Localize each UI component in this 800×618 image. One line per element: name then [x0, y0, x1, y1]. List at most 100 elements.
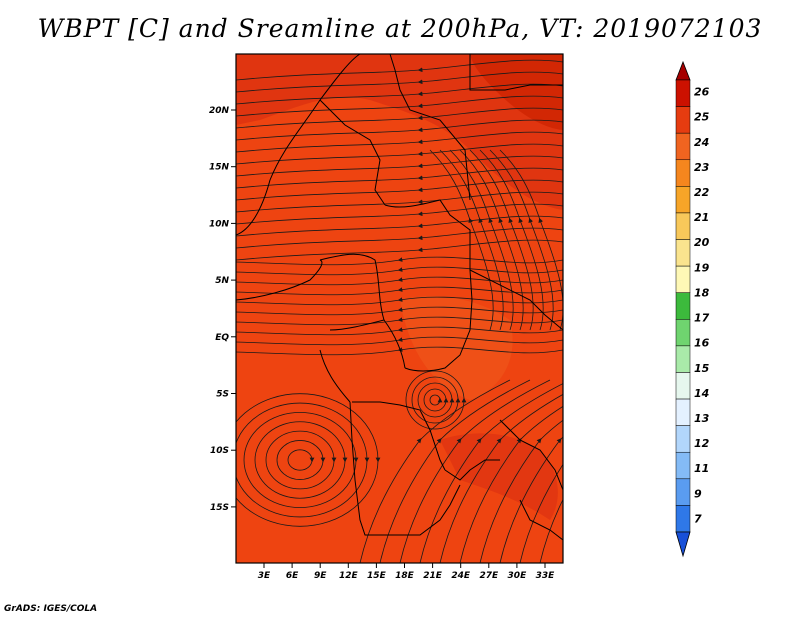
streamline	[236, 71, 563, 93]
streamline	[243, 412, 359, 508]
lat-label: 10S	[210, 446, 229, 456]
colorbar-label: 15	[694, 362, 710, 375]
streamline	[265, 430, 337, 490]
streamline	[519, 463, 563, 563]
colorbar-label: 12	[694, 437, 710, 450]
colorbar-box	[675, 79, 691, 107]
software-credit: GrADS: IGES/COLA	[4, 604, 98, 614]
streamline	[489, 149, 554, 331]
longitude-axis: 3E 6E 9E 12E 15E 18E 21E 24E 27E 30E 33E	[258, 563, 555, 581]
lat-label: 5N	[215, 276, 229, 286]
lon-label: 33E	[536, 571, 556, 581]
streamline	[276, 440, 326, 480]
colorbar-bottom-triangle	[675, 531, 691, 558]
streamline	[254, 421, 348, 499]
streamline	[359, 379, 511, 563]
streamline	[539, 498, 563, 563]
colorbar-box	[675, 159, 691, 187]
streamline	[236, 402, 370, 518]
colorbar-box	[675, 106, 691, 134]
streamline	[469, 149, 534, 331]
lon-label: 3E	[258, 571, 271, 581]
streamline	[236, 215, 563, 237]
colorbar-box	[675, 372, 691, 400]
streamline	[236, 167, 563, 189]
streamline	[236, 107, 563, 129]
streamline	[236, 266, 563, 276]
colorbar-label: 16	[694, 337, 710, 350]
colorbar-label: 18	[694, 286, 710, 299]
streamline	[236, 83, 563, 105]
streamline	[236, 131, 563, 153]
streamline	[423, 388, 449, 412]
colorbar-label: 22	[694, 186, 710, 199]
colorbar-box	[675, 505, 691, 533]
streamline	[411, 376, 461, 424]
colorbar-label: 7	[694, 512, 702, 525]
colorbar-box	[675, 398, 691, 426]
streamline	[236, 143, 563, 165]
lon-label: 6E	[286, 571, 299, 581]
lon-label: 21E	[423, 571, 443, 581]
colorbar-box	[675, 212, 691, 240]
streamline	[236, 336, 563, 346]
streamlines	[236, 59, 563, 563]
lon-label: 30E	[508, 571, 528, 581]
country-borders	[236, 54, 563, 541]
streamline	[399, 379, 551, 563]
streamline	[417, 382, 455, 418]
streamline	[439, 149, 504, 331]
warm-patch-north	[236, 54, 563, 210]
streamline	[236, 179, 563, 201]
colorbar-label: 19	[694, 261, 710, 274]
lat-label: 20N	[209, 106, 230, 116]
colorbar-label: 21	[694, 211, 709, 224]
streamline	[236, 393, 381, 527]
streamline	[236, 316, 563, 326]
colorbar-label: 24	[694, 136, 709, 149]
colorbar-top-triangle	[675, 60, 691, 81]
colorbar-box	[675, 345, 691, 373]
colorbar-box	[675, 132, 691, 161]
lon-label: 15E	[367, 571, 387, 581]
lon-label: 18E	[395, 571, 415, 581]
colorbar-label: 11	[694, 462, 709, 475]
colorbar-box	[675, 319, 691, 347]
streamline	[379, 379, 531, 563]
lat-label: 15S	[210, 503, 229, 513]
streamline	[479, 419, 563, 563]
lon-label: 12E	[339, 571, 359, 581]
streamline	[236, 227, 563, 249]
streamline	[405, 370, 467, 430]
streamline	[429, 149, 494, 331]
streamline	[479, 149, 544, 331]
colorbar-label: 25	[694, 111, 710, 124]
lat-label: 15N	[209, 163, 230, 173]
lon-label: 24E	[451, 571, 471, 581]
streamline	[236, 276, 563, 286]
hot-patch-northeast	[470, 54, 563, 130]
colorbar-box	[675, 451, 691, 480]
colorbar-label: 20	[694, 236, 710, 249]
chart-title: WBPT [C] and Sreamline at 200hPa, VT: 20…	[37, 14, 763, 43]
streamline	[236, 239, 563, 261]
streamline	[236, 203, 563, 225]
colorbar-label: 23	[694, 161, 710, 174]
streamline	[449, 149, 514, 331]
colorbar-box	[675, 265, 691, 293]
latitude-axis: 20N 15N 10N 5N EQ 5S 10S 15S	[209, 106, 236, 513]
streamline	[236, 326, 563, 336]
map-frame	[235, 53, 564, 564]
streamline	[236, 306, 563, 316]
lat-label: 10N	[209, 219, 230, 229]
colorbar-box	[675, 239, 691, 267]
colorbar-label: 14	[694, 387, 709, 400]
streamline	[236, 59, 563, 81]
streamline	[236, 296, 563, 306]
streamline	[439, 393, 563, 563]
streamline	[236, 155, 563, 177]
streamline	[499, 436, 563, 563]
colorbar-label: 13	[694, 412, 710, 425]
colorbar-box	[675, 425, 691, 453]
